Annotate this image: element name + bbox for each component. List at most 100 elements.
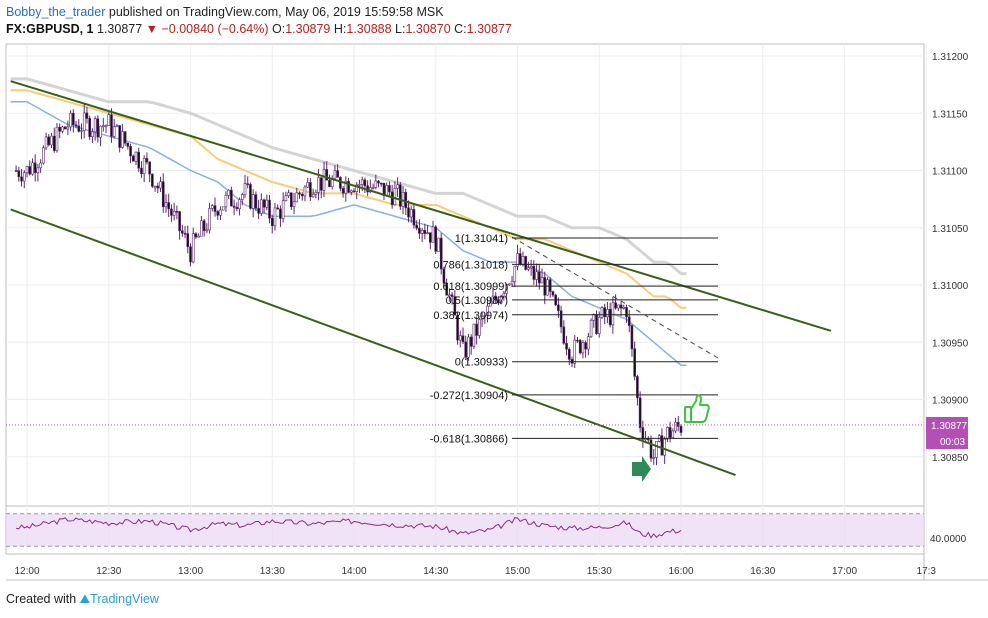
candle-body (129, 146, 132, 157)
last-price-tag-text: 1.30877 (931, 421, 968, 432)
candle-body (674, 422, 677, 432)
candle-body (360, 179, 364, 185)
candle-body (668, 427, 672, 438)
low-value: 1.30870 (405, 22, 451, 36)
candle-body (328, 179, 331, 188)
candle-body (309, 182, 312, 198)
time-axis[interactable]: 12:00 12:30 13:00 13:30 14:00 14:30 15:00 15:30… (14, 566, 936, 577)
candle-body (464, 341, 468, 358)
author-link[interactable]: Bobby_the_trader (6, 5, 106, 19)
candle-body (565, 342, 568, 350)
candle-body (355, 184, 359, 193)
candle-body (295, 192, 299, 203)
candle-body (58, 126, 62, 132)
candle-body (499, 295, 503, 304)
fib-level-label: 0.786(1.31018) (433, 259, 508, 271)
candle-body (28, 166, 32, 175)
candle-body (254, 194, 258, 209)
fib-level-label: -0.272(1.30904) (430, 390, 508, 402)
candle-body (224, 195, 228, 208)
open-value: 1.30879 (285, 22, 331, 36)
candle-body (178, 211, 181, 232)
high-value: 1.30888 (346, 22, 392, 36)
candle-body (325, 169, 329, 181)
candle-body (437, 237, 440, 252)
candle-body (666, 427, 669, 440)
candle-body (232, 205, 236, 208)
candle-body (663, 438, 666, 456)
candle-body (379, 182, 383, 185)
candle-body (363, 179, 367, 187)
candle-body (619, 304, 623, 309)
candle-body (347, 180, 350, 193)
candle-body (14, 170, 18, 172)
candle-body (344, 180, 348, 194)
candle-body (273, 207, 277, 227)
candle-body (469, 336, 473, 347)
price-axis[interactable]: 1.31200 1.31150 1.31100 1.31050 1.31000 1.309… (932, 52, 969, 464)
candle-body (625, 306, 628, 318)
candle-body (627, 316, 631, 326)
time-tick-label: 14:30 (423, 566, 448, 577)
last-price-tag: 1.30877 (926, 417, 968, 433)
price-tick-label: 1.31050 (932, 224, 969, 235)
candle-body (235, 207, 239, 210)
price-tick-label: 1.30850 (932, 453, 969, 464)
candle-body (126, 142, 130, 147)
main-pane[interactable] (5, 43, 925, 507)
price-tick-label: 1.30900 (932, 396, 969, 407)
candle-body (317, 177, 320, 193)
candle-body (409, 209, 413, 218)
candle-body (439, 237, 443, 270)
candle-body (488, 302, 492, 307)
candle-body (88, 118, 91, 137)
candle-body (453, 296, 457, 316)
candle-body (159, 181, 162, 189)
fib-level-label: 1(1.31041) (455, 233, 508, 245)
fib-trend-dashed-line (511, 236, 719, 359)
candle-body (298, 192, 301, 195)
candle-body (442, 268, 446, 284)
candle-body (418, 227, 421, 234)
symbol-label: FX:GBPUSD, 1 (6, 22, 94, 36)
candle-body (475, 323, 478, 336)
price-change: −0.00840 (−0.64%) (158, 22, 269, 36)
candle-body (314, 192, 318, 195)
candle-body (140, 167, 143, 175)
candle-body (118, 125, 121, 148)
candle-body (458, 335, 462, 341)
candle-body (617, 304, 620, 309)
candle-body (20, 176, 23, 182)
candle-body (497, 299, 500, 304)
candle-body (576, 339, 579, 342)
candle-body (655, 440, 658, 458)
trend-channel (10, 80, 832, 477)
candle-body (516, 253, 519, 267)
time-tick-label: 13:30 (260, 566, 285, 577)
candle-body (311, 194, 315, 198)
grid (6, 44, 927, 554)
candle-body (420, 229, 424, 234)
candle-body (44, 136, 48, 149)
candle-body (557, 304, 560, 311)
candle-body (268, 199, 271, 219)
candle-body (115, 125, 119, 128)
candle-body (262, 199, 266, 208)
candle-body (679, 426, 683, 433)
time-tick-label: 14:00 (341, 566, 366, 577)
tradingview-link[interactable]: TradingView (90, 592, 159, 606)
candle-body (584, 342, 587, 350)
candle-body (110, 114, 113, 137)
candle-body (597, 317, 601, 334)
candle-body (279, 208, 282, 219)
open-label: O: (268, 22, 286, 36)
candle-body (426, 232, 429, 234)
candle-body (36, 167, 40, 173)
candle-body (448, 294, 451, 297)
candle-body (603, 307, 607, 318)
rsi-line (15, 517, 682, 539)
candle-body (33, 162, 37, 173)
fib-level-label: -0.618(1.30866) (430, 433, 508, 445)
candle-body (80, 130, 83, 132)
